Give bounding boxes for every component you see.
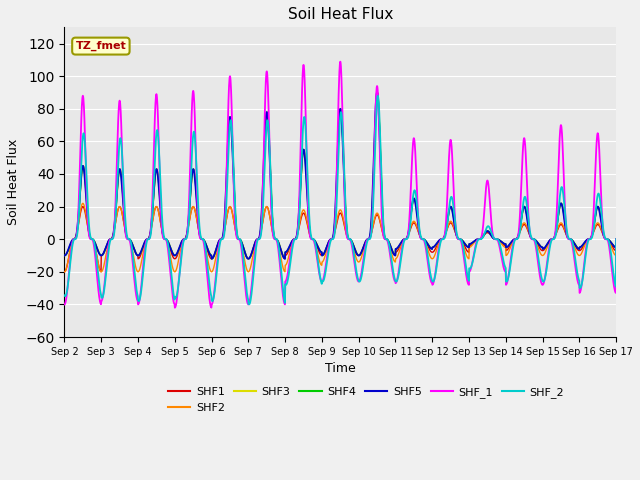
SHF1 bbox=[579, 244, 587, 250]
SHF5 bbox=[369, 195, 376, 201]
SHF4 bbox=[61, 252, 68, 258]
SHF1 bbox=[79, 204, 86, 209]
X-axis label: Time: Time bbox=[325, 362, 356, 375]
SHF5 bbox=[564, 235, 572, 241]
SHF2 bbox=[501, 244, 509, 250]
SHF_2 bbox=[374, 93, 381, 99]
SHF1 bbox=[564, 235, 572, 240]
SHF5 bbox=[373, 90, 381, 96]
SHF2 bbox=[612, 236, 620, 242]
SHF4 bbox=[244, 256, 252, 262]
SHF4 bbox=[612, 236, 620, 242]
SHF_2 bbox=[564, 233, 572, 239]
SHF_2 bbox=[501, 264, 509, 269]
Line: SHF_2: SHF_2 bbox=[65, 96, 616, 304]
SHF1 bbox=[214, 239, 222, 245]
SHF2 bbox=[356, 257, 364, 263]
SHF3 bbox=[501, 241, 509, 247]
SHF_2 bbox=[61, 292, 68, 298]
SHF3 bbox=[612, 236, 620, 242]
Line: SHF2: SHF2 bbox=[65, 204, 616, 272]
SHF2 bbox=[369, 226, 376, 232]
SHF5 bbox=[612, 236, 620, 242]
Line: SHF4: SHF4 bbox=[65, 93, 616, 259]
SHF2 bbox=[79, 201, 86, 206]
SHF3 bbox=[356, 252, 364, 258]
SHF4 bbox=[501, 241, 509, 247]
SHF_1 bbox=[171, 305, 179, 311]
SHF_2 bbox=[356, 277, 364, 283]
SHF3 bbox=[61, 252, 68, 258]
Legend: SHF1, SHF2, SHF3, SHF4, SHF5, SHF_1, SHF_2: SHF1, SHF2, SHF3, SHF4, SHF5, SHF_1, SHF… bbox=[164, 383, 569, 417]
SHF_1 bbox=[369, 206, 376, 212]
SHF1 bbox=[61, 269, 68, 275]
SHF_1 bbox=[214, 245, 222, 251]
SHF_2 bbox=[612, 236, 620, 242]
SHF5 bbox=[61, 252, 68, 258]
SHF3 bbox=[564, 234, 572, 240]
Line: SHF5: SHF5 bbox=[65, 93, 616, 259]
SHF3 bbox=[374, 90, 381, 96]
SHF3 bbox=[369, 204, 376, 210]
Text: TZ_fmet: TZ_fmet bbox=[76, 41, 126, 51]
SHF_2 bbox=[579, 273, 587, 279]
SHF5 bbox=[501, 241, 509, 247]
Line: SHF1: SHF1 bbox=[65, 206, 616, 272]
SHF2 bbox=[579, 247, 587, 253]
SHF2 bbox=[564, 234, 572, 240]
SHF3 bbox=[214, 240, 222, 246]
SHF_1 bbox=[337, 59, 344, 65]
SHF_1 bbox=[612, 236, 620, 242]
Line: SHF3: SHF3 bbox=[65, 93, 616, 259]
SHF2 bbox=[214, 241, 222, 247]
SHF1 bbox=[356, 252, 364, 257]
SHF_1 bbox=[61, 301, 68, 307]
SHF_1 bbox=[579, 270, 587, 276]
SHF1 bbox=[501, 242, 509, 248]
Y-axis label: Soil Heat Flux: Soil Heat Flux bbox=[7, 139, 20, 225]
SHF_1 bbox=[564, 235, 572, 241]
SHF_1 bbox=[501, 268, 509, 274]
SHF_1 bbox=[356, 274, 364, 280]
SHF5 bbox=[356, 252, 364, 257]
SHF_2 bbox=[214, 253, 222, 259]
SHF3 bbox=[579, 242, 587, 248]
SHF3 bbox=[245, 256, 253, 262]
Title: Soil Heat Flux: Soil Heat Flux bbox=[287, 7, 393, 22]
SHF5 bbox=[579, 241, 587, 247]
SHF4 bbox=[369, 200, 376, 206]
Line: SHF_1: SHF_1 bbox=[65, 62, 616, 308]
SHF1 bbox=[612, 236, 620, 242]
SHF2 bbox=[61, 269, 68, 275]
SHF4 bbox=[373, 90, 381, 96]
SHF5 bbox=[214, 239, 222, 245]
SHF4 bbox=[579, 242, 587, 248]
SHF4 bbox=[356, 252, 364, 257]
SHF1 bbox=[369, 227, 376, 232]
SHF_2 bbox=[245, 301, 253, 307]
SHF_2 bbox=[369, 218, 376, 224]
SHF5 bbox=[208, 256, 216, 262]
SHF4 bbox=[214, 240, 222, 246]
SHF4 bbox=[564, 235, 572, 240]
